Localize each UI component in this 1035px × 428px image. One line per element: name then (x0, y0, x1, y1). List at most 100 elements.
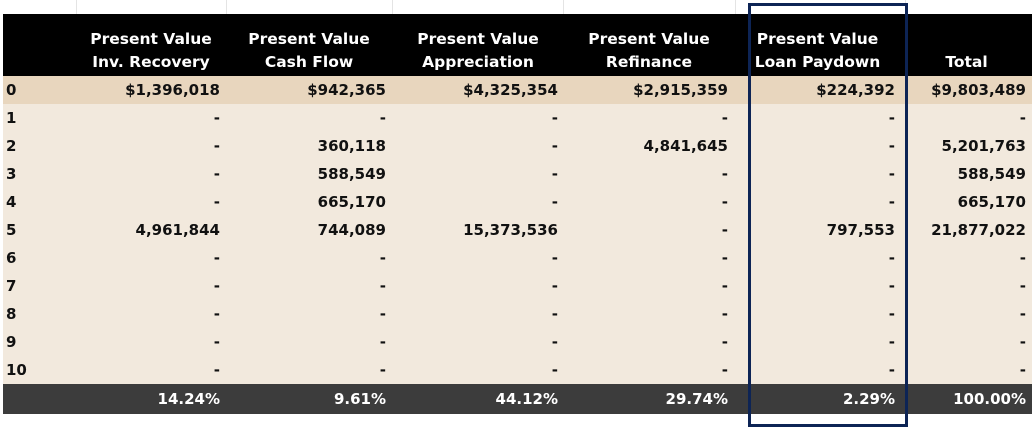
cell-appreciation[interactable]: - (392, 244, 564, 272)
table-row: 0 $1,396,018 $942,365 $4,325,354 $2,915,359 $… (3, 76, 1032, 104)
cell-cash-flow[interactable]: - (226, 244, 392, 272)
cell-cash-flow[interactable]: - (226, 356, 392, 384)
cell-year[interactable]: 9 (3, 328, 76, 356)
header-year-line1[interactable] (3, 14, 76, 48)
total-pct-refinance[interactable]: 29.74% (564, 384, 734, 414)
cell-year[interactable]: 1 (3, 104, 76, 132)
total-pct-inv-recovery[interactable]: 14.24% (76, 384, 226, 414)
cell-refinance[interactable]: $2,915,359 (564, 76, 734, 104)
cell-year[interactable]: 2 (3, 132, 76, 160)
cell-appreciation[interactable]: - (392, 160, 564, 188)
cell-total[interactable]: 21,877,022 (901, 216, 1032, 244)
cell-refinance[interactable]: - (564, 328, 734, 356)
cell-cash-flow[interactable]: 744,089 (226, 216, 392, 244)
cell-appreciation[interactable]: - (392, 104, 564, 132)
cell-cash-flow[interactable]: - (226, 328, 392, 356)
header-inv-recovery-line2[interactable]: Inv. Recovery (76, 48, 226, 76)
cell-cash-flow[interactable]: - (226, 104, 392, 132)
cell-inv-recovery[interactable]: $1,396,018 (76, 76, 226, 104)
cell-loan-paydown[interactable]: - (734, 328, 901, 356)
cell-appreciation[interactable]: - (392, 132, 564, 160)
cell-total[interactable]: 588,549 (901, 160, 1032, 188)
cell-total[interactable]: - (901, 356, 1032, 384)
cell-total[interactable]: - (901, 272, 1032, 300)
cell-loan-paydown[interactable]: - (734, 132, 901, 160)
cell-loan-paydown[interactable]: - (734, 188, 901, 216)
cell-refinance[interactable]: - (564, 160, 734, 188)
cell-total[interactable]: - (901, 104, 1032, 132)
header-inv-recovery-line1[interactable]: Present Value (76, 14, 226, 48)
cell-year[interactable]: 0 (3, 76, 76, 104)
cell-year[interactable]: 6 (3, 244, 76, 272)
cell-inv-recovery[interactable]: 4,961,844 (76, 216, 226, 244)
cell-refinance[interactable]: - (564, 272, 734, 300)
cell-inv-recovery[interactable]: - (76, 188, 226, 216)
cell-loan-paydown[interactable]: - (734, 300, 901, 328)
cell-appreciation[interactable]: - (392, 356, 564, 384)
cell-inv-recovery[interactable]: - (76, 132, 226, 160)
cell-appreciation[interactable]: - (392, 300, 564, 328)
header-appreciation-line1[interactable]: Present Value (392, 14, 564, 48)
cell-inv-recovery[interactable]: - (76, 244, 226, 272)
header-cash-flow-line2[interactable]: Cash Flow (226, 48, 392, 76)
cell-appreciation[interactable]: - (392, 188, 564, 216)
cell-total[interactable]: $9,803,489 (901, 76, 1032, 104)
cell-refinance[interactable]: - (564, 244, 734, 272)
total-pct-year[interactable] (3, 384, 76, 414)
cell-inv-recovery[interactable]: - (76, 300, 226, 328)
cell-appreciation[interactable]: $4,325,354 (392, 76, 564, 104)
header-refinance-line1[interactable]: Present Value (564, 14, 734, 48)
cell-appreciation[interactable]: - (392, 328, 564, 356)
total-pct-cash-flow[interactable]: 9.61% (226, 384, 392, 414)
cell-inv-recovery[interactable]: - (76, 160, 226, 188)
cell-refinance[interactable]: - (564, 216, 734, 244)
cell-loan-paydown[interactable]: - (734, 356, 901, 384)
cell-refinance[interactable]: - (564, 300, 734, 328)
cell-inv-recovery[interactable]: - (76, 356, 226, 384)
cell-cash-flow[interactable]: 665,170 (226, 188, 392, 216)
cell-refinance[interactable]: - (564, 356, 734, 384)
cell-loan-paydown[interactable]: 797,553 (734, 216, 901, 244)
cell-year[interactable]: 7 (3, 272, 76, 300)
total-pct-total[interactable]: 100.00% (901, 384, 1032, 414)
cell-total[interactable]: - (901, 328, 1032, 356)
cell-total[interactable]: - (901, 300, 1032, 328)
cell-inv-recovery[interactable]: - (76, 104, 226, 132)
cell-cash-flow[interactable]: 588,549 (226, 160, 392, 188)
header-cash-flow-line1[interactable]: Present Value (226, 14, 392, 48)
cell-inv-recovery[interactable]: - (76, 328, 226, 356)
cell-cash-flow[interactable]: $942,365 (226, 76, 392, 104)
cell-year[interactable]: 4 (3, 188, 76, 216)
cell-loan-paydown[interactable]: - (734, 244, 901, 272)
header-loan-paydown-line2[interactable]: Loan Paydown (734, 48, 901, 76)
cell-refinance[interactable]: - (564, 188, 734, 216)
cell-loan-paydown[interactable]: - (734, 104, 901, 132)
cell-cash-flow[interactable]: 360,118 (226, 132, 392, 160)
cell-cash-flow[interactable]: - (226, 300, 392, 328)
cell-year[interactable]: 10 (3, 356, 76, 384)
header-refinance-line2[interactable]: Refinance (564, 48, 734, 76)
cell-loan-paydown[interactable]: - (734, 160, 901, 188)
cell-inv-recovery[interactable]: - (76, 272, 226, 300)
header-loan-paydown-line1[interactable]: Present Value (734, 14, 901, 48)
header-appreciation-line2[interactable]: Appreciation (392, 48, 564, 76)
cell-total[interactable]: 5,201,763 (901, 132, 1032, 160)
cell-refinance[interactable]: - (564, 104, 734, 132)
cell-total[interactable]: - (901, 244, 1032, 272)
total-pct-loan-paydown[interactable]: 2.29% (734, 384, 901, 414)
table-row: 4-665,170- - -665,170 (3, 188, 1032, 216)
cell-year[interactable]: 5 (3, 216, 76, 244)
cell-loan-paydown[interactable]: - (734, 272, 901, 300)
header-total-line1[interactable] (901, 14, 1032, 48)
cell-total[interactable]: 665,170 (901, 188, 1032, 216)
cell-appreciation[interactable]: 15,373,536 (392, 216, 564, 244)
cell-cash-flow[interactable]: - (226, 272, 392, 300)
cell-loan-paydown[interactable]: $224,392 (734, 76, 901, 104)
cell-appreciation[interactable]: - (392, 272, 564, 300)
cell-refinance[interactable]: 4,841,645 (564, 132, 734, 160)
header-total-line2[interactable]: Total (901, 48, 1032, 76)
cell-year[interactable]: 3 (3, 160, 76, 188)
header-year-line2[interactable] (3, 48, 76, 76)
total-pct-appreciation[interactable]: 44.12% (392, 384, 564, 414)
cell-year[interactable]: 8 (3, 300, 76, 328)
